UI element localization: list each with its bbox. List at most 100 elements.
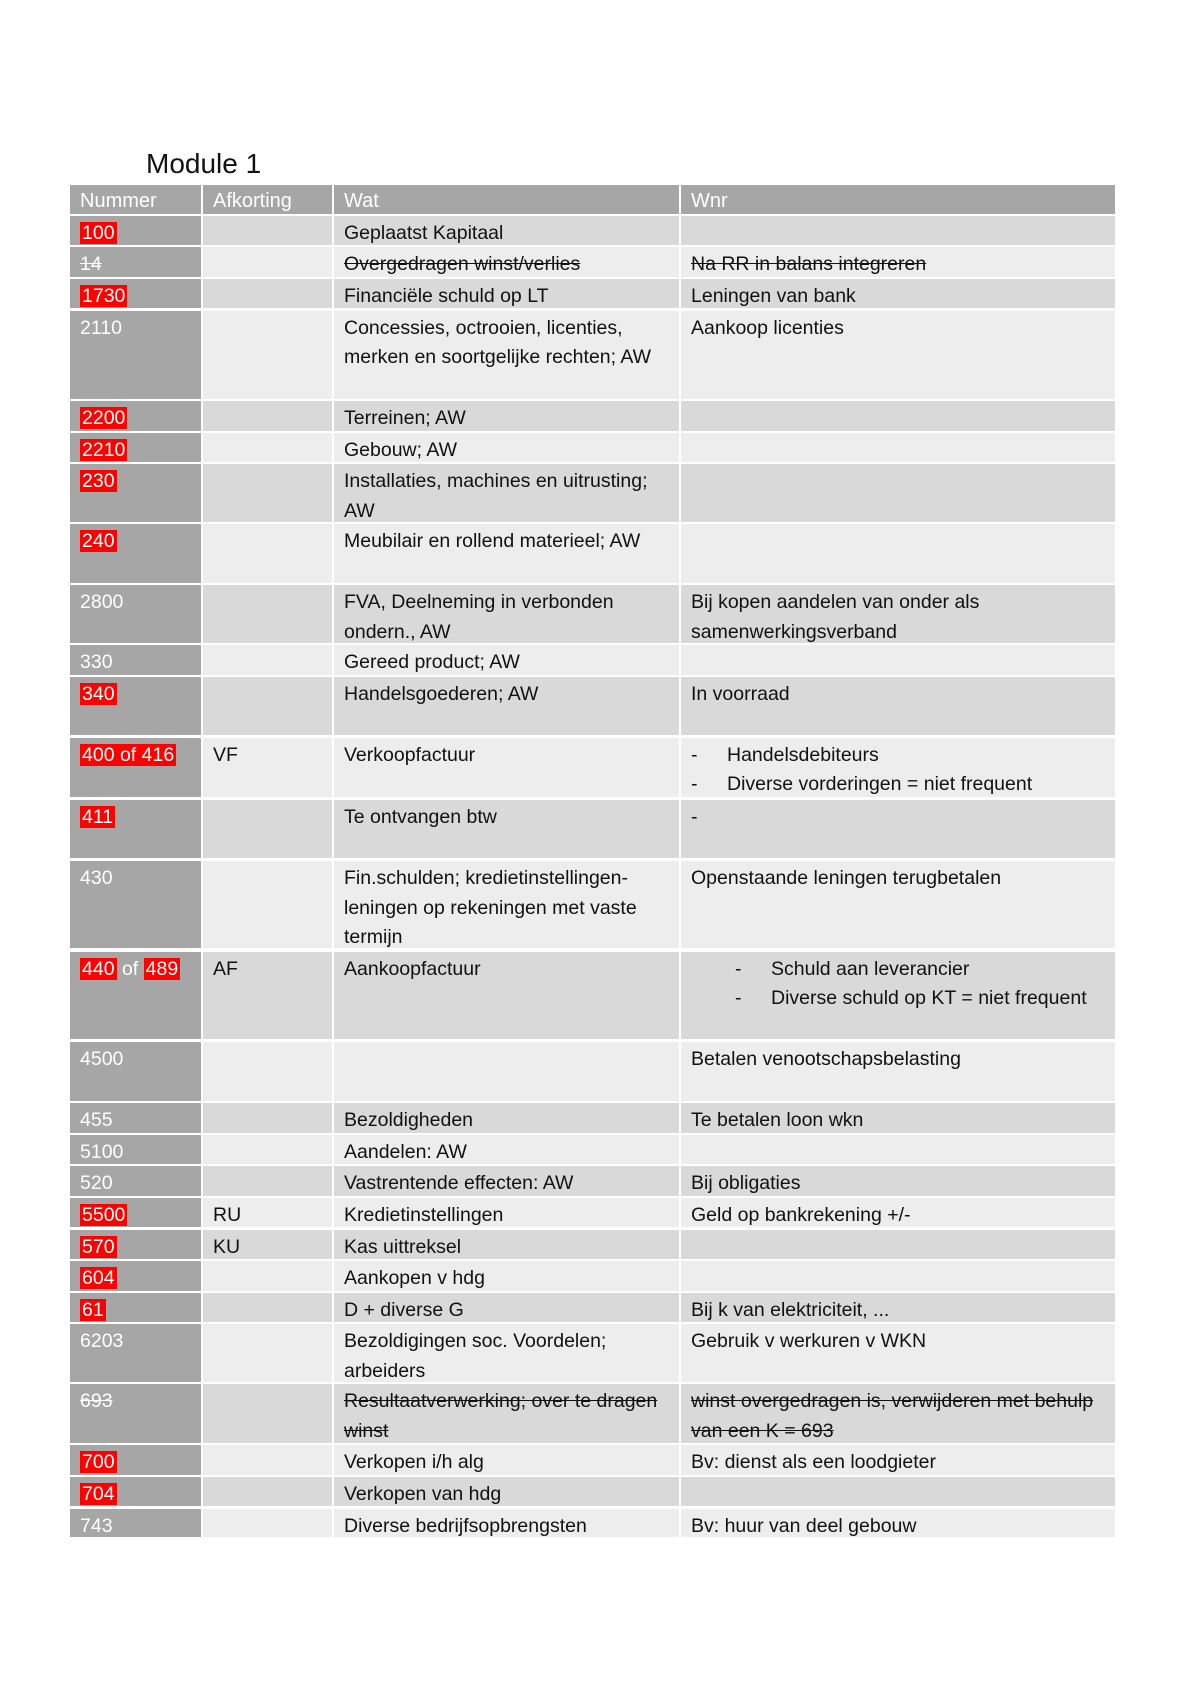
account-number: 430	[80, 867, 113, 890]
nummer-cell: 6203	[70, 1324, 201, 1383]
wnr-text: -	[691, 806, 698, 829]
wat-cell: Gebouw; AW	[334, 432, 679, 463]
nummer-cell: 2110	[70, 310, 201, 399]
wat-cell: Verkopen van hdg	[334, 1476, 679, 1507]
wnr-cell: In voorraad	[681, 676, 1115, 735]
nummer-cell: 14	[70, 247, 201, 277]
afkorting-cell: RU	[203, 1197, 332, 1228]
wnr-cell	[681, 1229, 1115, 1259]
wnr-text: Betalen venootschapsbelasting	[691, 1048, 961, 1071]
nummer-cell: 240	[70, 524, 201, 584]
wat-cell: Overgedragen winst/verlies	[334, 247, 679, 277]
nummer-cell: 430	[70, 861, 201, 949]
nummer-cell: 2210	[70, 432, 201, 463]
table-row: 4500 Betalen venootschapsbelasting	[70, 1042, 1115, 1101]
nummer-cell: 520	[70, 1166, 201, 1196]
nummer-cell: 2200	[70, 401, 201, 431]
bullet-dash-icon: -	[735, 957, 742, 980]
nummer-cell: 604	[70, 1261, 201, 1291]
wat-cell: Meubilair en rollend materieel; AW	[334, 524, 679, 584]
wnr-text: Bv: dienst als een loodgieter	[691, 1451, 936, 1474]
wat-cell: Te ontvangen btw	[334, 800, 679, 858]
account-number: 2210	[80, 438, 128, 461]
nummer-cell: 400 of 416	[70, 737, 201, 797]
afkorting-cell	[203, 432, 332, 463]
wat-cell: Geplaatst Kapitaal	[334, 215, 679, 246]
wnr-cell: Bv: huur van deel gebouw	[681, 1508, 1115, 1537]
account-number: 693	[80, 1390, 113, 1413]
wnr-cell: - Handelsdebiteurs - Diverse vorderingen = …	[681, 737, 1115, 800]
table-row: 2110 Concessies, octrooien, licenties, me…	[70, 310, 1115, 399]
bullet-item: - Diverse vorderingen = niet frequent	[691, 770, 1105, 800]
nummer-cell: 693	[70, 1384, 201, 1444]
account-number: 489	[143, 957, 181, 980]
wat-cell: FVA, Deelneming in verbonden ondern., AW	[334, 585, 679, 644]
table-row: 330 Gereed product; AW	[70, 645, 1115, 675]
account-number: 14	[80, 253, 102, 276]
wat-cell: Kas uittreksel	[334, 1229, 679, 1259]
afkorting-cell	[203, 676, 332, 735]
afkorting-cell	[203, 247, 332, 277]
wat-cell: Installaties, machines en uitrusting; AW	[334, 464, 679, 523]
header-wat: Wat	[334, 185, 679, 214]
table-row: 700 Verkopen i/h alg Bv: dienst als een lo…	[70, 1445, 1115, 1475]
account-number: of	[116, 957, 144, 980]
wnr-cell	[681, 464, 1115, 523]
bullet-text: Diverse vorderingen = niet frequent	[727, 773, 1033, 796]
table-row: 5100 Aandelen: AW	[70, 1134, 1115, 1165]
account-number: 340	[80, 682, 117, 705]
nummer-cell: 330	[70, 645, 201, 675]
afkorting-cell	[203, 1134, 332, 1165]
account-number: 2110	[80, 316, 122, 339]
account-number: 1730	[80, 285, 128, 308]
bullet-item: - Handelsdebiteurs	[691, 741, 1105, 771]
table-row: 100 Geplaatst Kapitaal	[70, 215, 1115, 246]
wat-cell: Aandelen: AW	[334, 1134, 679, 1165]
afkorting-cell	[203, 1261, 332, 1291]
nummer-cell: 5100	[70, 1134, 201, 1165]
afkorting-cell	[203, 464, 332, 523]
table-row: 230 Installaties, machines en uitrusting;…	[70, 464, 1115, 523]
wnr-cell: - Schuld aan leverancier - Diverse schuld o…	[681, 951, 1115, 1039]
table-row: 61 D + diverse G Bij k van elektriciteit, …	[70, 1292, 1115, 1323]
account-number: 2200	[80, 407, 128, 430]
wat-cell: Handelsgoederen; AW	[334, 676, 679, 735]
table-header: Nummer Afkorting Wat Wnr	[70, 185, 1115, 214]
account-number: 6203	[80, 1330, 124, 1353]
wnr-cell: Bij kopen aandelen van onder als samenwe…	[681, 585, 1115, 644]
wat-cell: Aankopen v hdg	[334, 1261, 679, 1291]
nummer-cell: 230	[70, 464, 201, 523]
bullet-text: Diverse schuld op KT = niet frequent	[771, 987, 1087, 1010]
account-number: 61	[80, 1298, 106, 1321]
nummer-cell: 61	[70, 1292, 201, 1323]
header-nummer: Nummer	[70, 185, 201, 214]
account-number: 455	[80, 1109, 113, 1132]
header-wnr: Wnr	[681, 185, 1115, 214]
wat-cell	[334, 1042, 679, 1101]
wnr-cell	[681, 1261, 1115, 1291]
wnr-text: Bij kopen aandelen van onder als samenwe…	[691, 591, 980, 643]
table-row: 570 KU Kas uittreksel	[70, 1229, 1115, 1259]
table-row: 520 Vastrentende effecten: AW Bij obligati…	[70, 1166, 1115, 1196]
account-number: 520	[80, 1172, 113, 1195]
wnr-cell: Betalen venootschapsbelasting	[681, 1042, 1115, 1101]
afkorting-cell	[203, 645, 332, 675]
table-row: 2800 FVA, Deelneming in verbonden ondern.…	[70, 585, 1115, 644]
wnr-cell: Openstaande leningen terugbetalen	[681, 861, 1115, 949]
wnr-text: In voorraad	[691, 682, 790, 705]
afkorting-cell	[203, 1384, 332, 1444]
table-row: 2200 Terreinen; AW	[70, 401, 1115, 431]
table-row: 340 Handelsgoederen; AW In voorraad	[70, 676, 1115, 735]
wnr-cell: Bv: dienst als een loodgieter	[681, 1445, 1115, 1475]
wat-cell: Aankoopfactuur	[334, 951, 679, 1039]
bullet-dash-icon: -	[735, 987, 742, 1010]
wnr-cell: Te betalen loon wkn	[681, 1103, 1115, 1133]
table-row: 2210 Gebouw; AW	[70, 432, 1115, 463]
nummer-cell: 100	[70, 215, 201, 246]
table-row: 6203 Bezoldigingen soc. Voordelen; arbeid…	[70, 1324, 1115, 1383]
wat-cell: Vastrentende effecten: AW	[334, 1166, 679, 1196]
wnr-cell	[681, 524, 1115, 584]
account-number: 400 of 416	[80, 743, 177, 766]
table-row: 1730 Financiële schuld op LT Leningen van …	[70, 279, 1115, 309]
header-afkorting: Afkorting	[203, 185, 332, 214]
